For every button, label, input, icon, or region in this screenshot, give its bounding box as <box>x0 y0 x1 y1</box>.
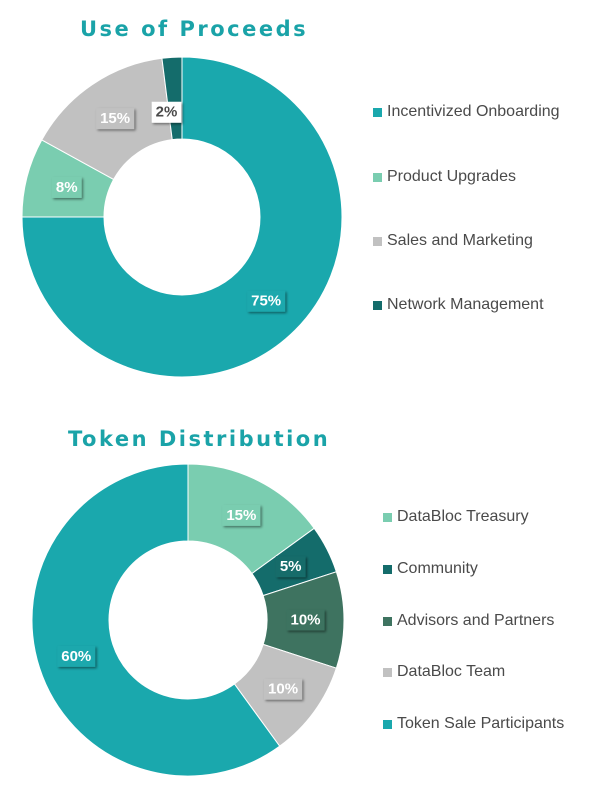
legend-item-network-management: Network Management <box>373 296 544 314</box>
data-label-databloc-team: 10% <box>264 678 303 700</box>
legend-swatch <box>373 107 382 117</box>
data-label-sales-and-marketing: 15% <box>96 108 135 130</box>
svg-text:15%: 15% <box>226 507 256 524</box>
legend-label: Sales and Marketing <box>387 232 533 249</box>
svg-text:15%: 15% <box>100 110 130 127</box>
legend-label: Incentivized Onboarding <box>387 103 560 120</box>
legend-item-databloc-treasury: DataBloc Treasury <box>383 508 529 526</box>
legend-swatch <box>383 719 392 729</box>
svg-text:60%: 60% <box>61 648 91 665</box>
data-label-incentivized-onboarding: 75% <box>247 290 286 312</box>
legend-label: Product Upgrades <box>387 168 516 185</box>
legend-swatch <box>373 236 382 246</box>
legend-item-token-sale-participants: Token Sale Participants <box>383 715 564 733</box>
legend-item-product-upgrades: Product Upgrades <box>373 168 516 186</box>
legend-label: Token Sale Participants <box>397 715 565 732</box>
legend-label: Community <box>397 560 478 577</box>
legend-item-databloc-team: DataBloc Team <box>383 663 505 681</box>
data-label-advisors-and-partners: 10% <box>286 609 325 631</box>
legend-swatch <box>383 616 392 626</box>
chart-title-token-distribution: Token Distribution <box>68 427 331 451</box>
svg-text:2%: 2% <box>156 104 178 121</box>
data-label-databloc-treasury: 15% <box>222 504 261 526</box>
svg-text:75%: 75% <box>251 293 281 310</box>
legend-swatch <box>383 512 392 522</box>
data-label-product-upgrades: 8% <box>51 176 82 198</box>
svg-text:8%: 8% <box>56 179 78 196</box>
legend-swatch <box>383 667 392 677</box>
svg-text:5%: 5% <box>280 558 302 575</box>
legend-label: Network Management <box>387 296 544 313</box>
data-label-token-sale-participants: 60% <box>57 645 96 667</box>
legend-label: DataBloc Treasury <box>397 508 529 525</box>
legend-swatch <box>373 300 382 310</box>
data-label-network-management: 2% <box>151 101 182 123</box>
data-label-community: 5% <box>275 556 306 578</box>
legend-label: DataBloc Team <box>397 663 506 680</box>
chart-title-use-of-proceeds: Use of Proceeds <box>80 17 309 41</box>
svg-text:10%: 10% <box>290 612 320 629</box>
legend-swatch <box>373 172 382 182</box>
legend-item-community: Community <box>383 560 478 578</box>
svg-text:10%: 10% <box>268 681 298 698</box>
legend-item-incentivized-onboarding: Incentivized Onboarding <box>373 103 560 121</box>
legend-swatch <box>383 564 392 574</box>
legend-label: Advisors and Partners <box>397 612 555 629</box>
slice-token-sale-participants <box>31 463 281 777</box>
legend-item-advisors-and-partners: Advisors and Partners <box>383 612 554 630</box>
legend-item-sales-and-marketing: Sales and Marketing <box>373 232 533 250</box>
